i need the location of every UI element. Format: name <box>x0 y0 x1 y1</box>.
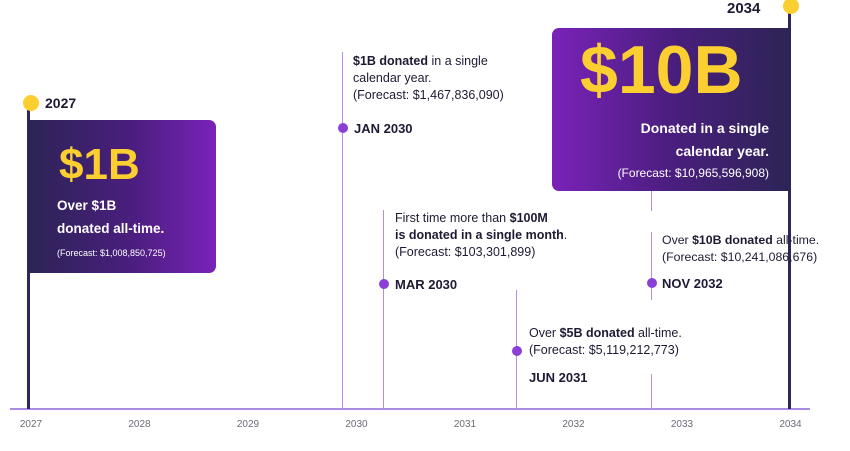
jan2030-rest2: calendar year. <box>353 71 432 85</box>
card-amount-2027: $1B <box>59 140 140 189</box>
mar2030-bold2: is donated in a single month <box>395 228 564 242</box>
x-axis-line <box>10 408 810 410</box>
mar2030-forecast: (Forecast: $103,301,899) <box>395 245 536 259</box>
jan2030-bold: $1B donated <box>353 54 429 68</box>
milestone-card-2027: $1B Over $1B donated all-time. (Forecast… <box>28 120 216 273</box>
milestone-card-2034: $10B Donated in a single calendar year. … <box>552 28 791 191</box>
jan2030-forecast: (Forecast: $1,467,836,090) <box>353 88 504 102</box>
card-amount-2034: $10B <box>580 32 743 108</box>
card-line1-2027: Over $1B <box>57 198 117 213</box>
milestone-text-nov2032: Over $10B donated all-time. (Forecast: $… <box>662 232 850 266</box>
x-tick-label: 2027 <box>19 419 43 430</box>
stem-nov2032-upper <box>651 191 652 211</box>
jun2031-forecast: (Forecast: $5,119,212,773) <box>529 343 679 357</box>
nov2032-lead: Over <box>662 233 693 247</box>
milestone-text-mar2030: First time more than $100M is donated in… <box>395 210 615 261</box>
stem-nov2032-mid <box>651 232 652 300</box>
date-label-nov2032: NOV 2032 <box>662 276 723 291</box>
milestone-text-jan2030: $1B donated in a single calendar year. (… <box>353 53 553 104</box>
date-label-2034: 2034 <box>727 0 761 17</box>
card-forecast-2027: (Forecast: $1,008,850,725) <box>57 248 166 258</box>
x-tick-label: 2032 <box>562 419 585 430</box>
milestone-dot-2027 <box>23 95 39 111</box>
nov2032-forecast: (Forecast: $10,241,086,676) <box>662 250 818 264</box>
jun2031-lead: Over <box>529 326 560 340</box>
x-tick-label: 2033 <box>670 419 694 430</box>
mar2030-bold1: $100M <box>509 211 548 225</box>
date-label-mar2030: MAR 2030 <box>395 277 458 292</box>
milestone-text-jun2031: Over $5B donated all-time. (Forecast: $5… <box>529 325 729 359</box>
card-forecast-2034: (Forecast: $10,965,596,908) <box>617 166 769 180</box>
x-tick-label: 2031 <box>453 419 477 430</box>
mar2030-tail: . <box>563 228 568 242</box>
milestone-dot-jun2031 <box>512 346 522 356</box>
x-tick-label: 2034 <box>779 419 802 430</box>
date-label-jan2030: JAN 2030 <box>354 121 413 136</box>
jun2031-bold: $5B donated <box>559 326 635 340</box>
nov2032-bold: $10B donated <box>692 233 773 247</box>
milestone-dot-2034 <box>783 0 799 14</box>
stem-2034 <box>788 6 791 409</box>
milestone-dot-jan2030 <box>338 123 348 133</box>
x-tick-label: 2029 <box>236 419 260 430</box>
card-line2-2027: donated all-time. <box>57 221 165 236</box>
milestone-dot-nov2032 <box>647 278 657 288</box>
mar2030-lead: First time more than <box>395 211 510 225</box>
card-line1-2034: Donated in a single <box>640 120 769 136</box>
nov2032-rest: all-time. <box>772 233 820 247</box>
date-label-jun2031: JUN 2031 <box>529 370 588 385</box>
x-tick-label: 2030 <box>345 419 368 430</box>
jun2031-rest: all-time. <box>634 326 682 340</box>
stem-nov2032-lower <box>651 374 652 409</box>
stem-mar2030 <box>383 210 384 409</box>
card-line2-2034: calendar year. <box>675 143 769 159</box>
date-label-2027: 2027 <box>45 95 77 111</box>
x-tick-label: 2028 <box>128 419 151 430</box>
jan2030-rest1: in a single <box>428 54 488 68</box>
stem-jan2030 <box>342 52 343 409</box>
milestone-dot-mar2030 <box>379 279 389 289</box>
